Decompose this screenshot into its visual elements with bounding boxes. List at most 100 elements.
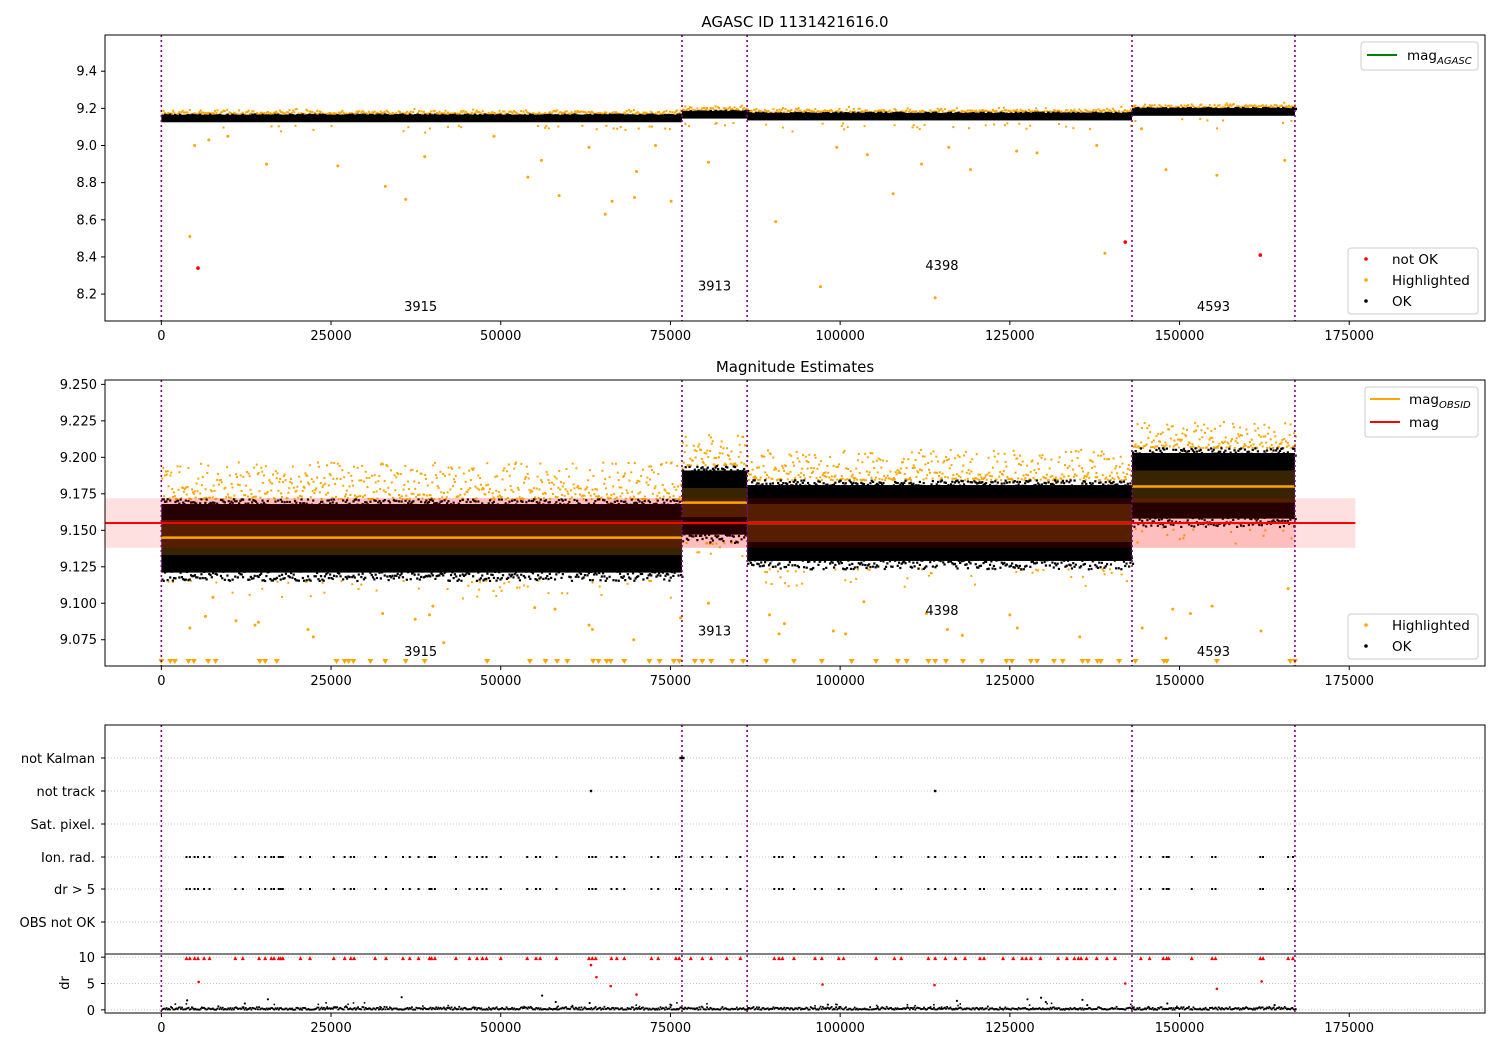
highlighted-point <box>335 495 338 498</box>
ok-point <box>970 481 973 484</box>
ok-point <box>239 499 242 503</box>
ok-point <box>201 576 204 580</box>
highlighted-point <box>858 107 861 110</box>
highlighted-point <box>749 109 752 112</box>
lower-limit-marker <box>943 659 950 664</box>
ok-point <box>1155 514 1158 517</box>
highlighted-point <box>1063 111 1066 114</box>
highlighted-point <box>1065 125 1068 128</box>
ok-point <box>1104 481 1107 484</box>
ok-point <box>316 571 319 575</box>
highlighted-point <box>401 497 404 500</box>
highlighted-point <box>1151 446 1154 449</box>
highlighted-point <box>813 454 816 457</box>
ok-point <box>1194 107 1198 111</box>
highlighted-point <box>1015 149 1019 153</box>
ok-point <box>1237 449 1240 452</box>
ok-point <box>1099 112 1103 115</box>
ok-point <box>448 113 452 117</box>
highlighted-point <box>1021 568 1024 571</box>
highlighted-point <box>386 110 389 113</box>
not-ok-point <box>1123 240 1128 244</box>
ok-point <box>1189 107 1193 110</box>
highlighted-point <box>1095 109 1098 112</box>
highlighted-point <box>835 466 838 469</box>
ok-point <box>960 560 963 563</box>
ok-point <box>283 501 286 504</box>
highlighted-point <box>1069 478 1072 481</box>
highlighted-point <box>724 462 727 465</box>
ok-point <box>715 465 718 468</box>
highlighted-point <box>1280 441 1283 444</box>
ok-point <box>377 568 380 571</box>
ok-point <box>1128 486 1131 489</box>
highlighted-point <box>1175 433 1178 436</box>
highlighted-point <box>682 461 685 464</box>
ok-point <box>312 499 315 502</box>
highlighted-point <box>222 498 225 501</box>
ok-point <box>201 506 204 509</box>
ok-point <box>995 484 998 487</box>
highlighted-point <box>1211 436 1214 439</box>
ok-point <box>1094 480 1097 483</box>
highlighted-point <box>765 123 768 126</box>
highlighted-point <box>673 111 676 114</box>
ok-point <box>1190 447 1193 451</box>
highlighted-point <box>919 468 922 471</box>
ok-point <box>517 576 520 579</box>
lower-limit-marker <box>273 659 280 664</box>
ok-point <box>579 505 583 508</box>
ok-point <box>773 558 776 561</box>
highlighted-point <box>402 130 405 133</box>
highlighted-point <box>766 449 769 452</box>
ok-point <box>663 501 666 504</box>
dr-clipped-marker <box>184 956 189 961</box>
highlighted-point <box>398 111 401 114</box>
ok-point <box>800 479 803 482</box>
highlighted-point <box>761 455 764 458</box>
ok-point <box>544 499 548 502</box>
highlighted-point <box>784 107 787 110</box>
highlighted-point <box>263 492 266 495</box>
highlighted-point <box>1126 467 1129 470</box>
highlighted-point <box>1220 446 1223 449</box>
ok-point <box>1125 562 1128 565</box>
ok-point <box>739 470 742 473</box>
highlighted-point <box>1228 446 1231 449</box>
ok-point <box>602 572 605 575</box>
ok-point <box>912 112 915 116</box>
ok-point <box>722 468 725 471</box>
highlighted-point <box>449 112 452 115</box>
ok-point <box>452 576 455 580</box>
ok-point <box>355 498 358 501</box>
ok-point <box>1074 563 1077 566</box>
ok-point <box>1069 112 1073 116</box>
ok-point <box>1012 566 1015 569</box>
highlighted-point <box>895 473 898 476</box>
ok-point <box>267 504 271 507</box>
highlighted-point <box>793 477 796 480</box>
panel2-x-axis: 0 25000 50000 75000 100000 125000 150000 175000 <box>157 666 1374 689</box>
highlighted-point <box>187 467 190 470</box>
ok-point <box>533 498 536 501</box>
highlighted-point <box>511 112 514 115</box>
highlighted-point <box>209 489 212 492</box>
highlighted-point <box>1188 611 1192 615</box>
ok-point <box>213 501 216 505</box>
highlighted-point <box>178 471 181 474</box>
ok-point <box>383 498 386 502</box>
highlighted-point <box>1056 478 1059 481</box>
ok-point <box>522 574 525 578</box>
highlighted-point <box>1294 443 1297 446</box>
highlighted-point <box>810 467 813 470</box>
highlighted-point <box>976 478 979 481</box>
highlighted-point <box>341 469 344 472</box>
ok-point <box>896 564 899 567</box>
ok-point <box>904 112 908 116</box>
highlighted-point <box>961 110 964 113</box>
ok-point <box>1070 484 1074 487</box>
ok-point <box>962 483 966 486</box>
ok-point <box>879 559 882 562</box>
ok-point <box>894 111 898 115</box>
